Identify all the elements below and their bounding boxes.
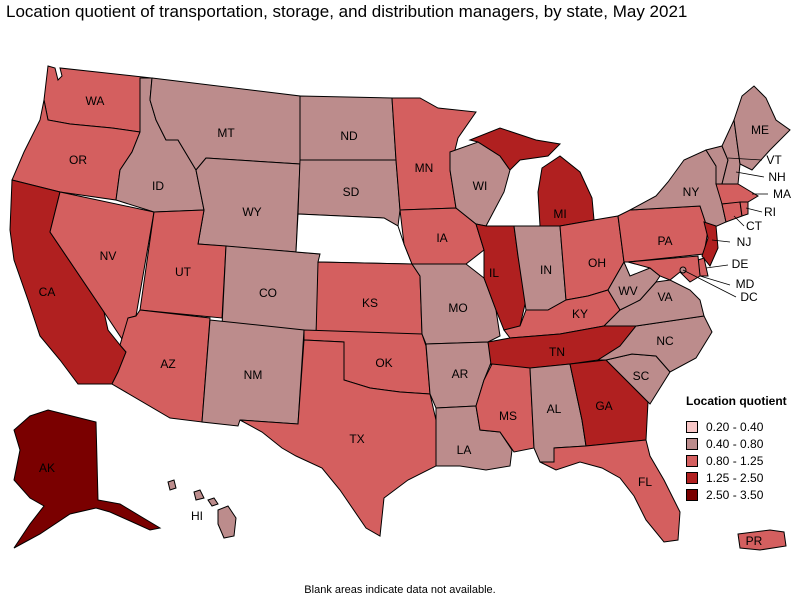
label-AZ: AZ: [160, 357, 175, 371]
label-IA: IA: [436, 231, 447, 245]
legend-item: 0.80 - 1.25: [686, 452, 787, 469]
label-KS: KS: [362, 296, 378, 310]
label-FL: FL: [638, 475, 652, 489]
legend-title: Location quotient: [686, 394, 787, 408]
label-ME: ME: [751, 123, 769, 137]
label-IN: IN: [540, 263, 552, 277]
label-NJ: NJ: [737, 235, 752, 249]
label-TN: TN: [549, 345, 565, 359]
label-DE: DE: [732, 257, 749, 271]
state-HI[interactable]: [167, 479, 237, 539]
data-availability-note: Blank areas indicate data not available.: [304, 584, 496, 596]
label-UT: UT: [175, 265, 192, 279]
label-NC: NC: [656, 334, 674, 348]
label-MO: MO: [448, 301, 467, 315]
label-WA: WA: [86, 94, 105, 108]
legend-swatch: [686, 471, 698, 484]
legend-item: 0.20 - 0.40: [686, 418, 787, 435]
state-MA[interactable]: [715, 183, 759, 205]
legend-swatch: [686, 454, 698, 467]
state-PR[interactable]: [737, 529, 787, 551]
label-PR: PR: [746, 534, 763, 548]
label-VT: VT: [766, 153, 782, 167]
label-MS: MS: [499, 409, 517, 423]
label-TX: TX: [349, 432, 364, 446]
state-NJ[interactable]: [701, 221, 719, 267]
legend-swatch: [686, 437, 698, 450]
map-title: Location quotient of transportation, sto…: [6, 2, 688, 21]
label-NY: NY: [683, 185, 700, 199]
label-OH: OH: [588, 256, 606, 270]
label-CO: CO: [259, 286, 277, 300]
legend-label: 0.40 - 0.80: [706, 436, 764, 451]
label-VA: VA: [657, 290, 672, 304]
label-OK: OK: [375, 356, 392, 370]
state-FL[interactable]: [539, 439, 681, 543]
state-TX[interactable]: [239, 339, 437, 537]
label-CT: CT: [746, 219, 763, 233]
leader-lines: [682, 157, 768, 298]
state-MD[interactable]: [627, 255, 701, 283]
label-SC: SC: [633, 369, 650, 383]
label-IL: IL: [489, 266, 499, 280]
label-DC: DC: [740, 290, 758, 304]
label-MA: MA: [773, 187, 791, 201]
label-NH: NH: [768, 170, 785, 184]
label-AK: AK: [39, 461, 55, 475]
label-CA: CA: [39, 285, 56, 299]
label-AR: AR: [452, 367, 469, 381]
label-MN: MN: [415, 161, 434, 175]
label-KY: KY: [572, 307, 588, 321]
legend-swatch: [686, 488, 698, 501]
label-WV: WV: [618, 284, 637, 298]
label-NM: NM: [244, 368, 263, 382]
label-RI: RI: [764, 205, 776, 219]
label-ND: ND: [340, 129, 358, 143]
legend-label: 0.20 - 0.40: [706, 419, 764, 434]
label-MI: MI: [553, 207, 566, 221]
legend-items: 0.20 - 0.40 0.40 - 0.80 0.80 - 1.25 1.25 - …: [686, 418, 787, 503]
legend-label: 2.50 - 3.50: [706, 487, 764, 502]
legend-item: 1.25 - 2.50: [686, 469, 787, 486]
label-PA: PA: [657, 234, 672, 248]
legend-label: 0.80 - 1.25: [706, 453, 764, 468]
state-ND[interactable]: [299, 95, 397, 161]
legend-swatch: [686, 420, 698, 433]
state-RI[interactable]: [739, 201, 749, 217]
label-HI: HI: [191, 509, 203, 523]
state-MO[interactable]: [411, 263, 501, 345]
state-CT[interactable]: [721, 201, 743, 223]
label-ID: ID: [152, 179, 164, 193]
label-WY: WY: [242, 205, 261, 219]
state-AK[interactable]: [13, 409, 162, 549]
label-MT: MT: [217, 126, 235, 140]
label-NV: NV: [100, 249, 117, 263]
label-WI: WI: [473, 179, 488, 193]
label-MD: MD: [736, 277, 755, 291]
label-OR: OR: [69, 153, 87, 167]
label-SD: SD: [343, 185, 360, 199]
label-LA: LA: [457, 443, 472, 457]
label-GA: GA: [595, 399, 612, 413]
map-legend: Location quotient 0.20 - 0.40 0.40 - 0.80…: [686, 394, 787, 503]
legend-label: 1.25 - 2.50: [706, 470, 764, 485]
legend-item: 2.50 - 3.50: [686, 486, 787, 503]
legend-item: 0.40 - 0.80: [686, 435, 787, 452]
label-AL: AL: [547, 402, 562, 416]
state-ME[interactable]: [733, 85, 791, 171]
